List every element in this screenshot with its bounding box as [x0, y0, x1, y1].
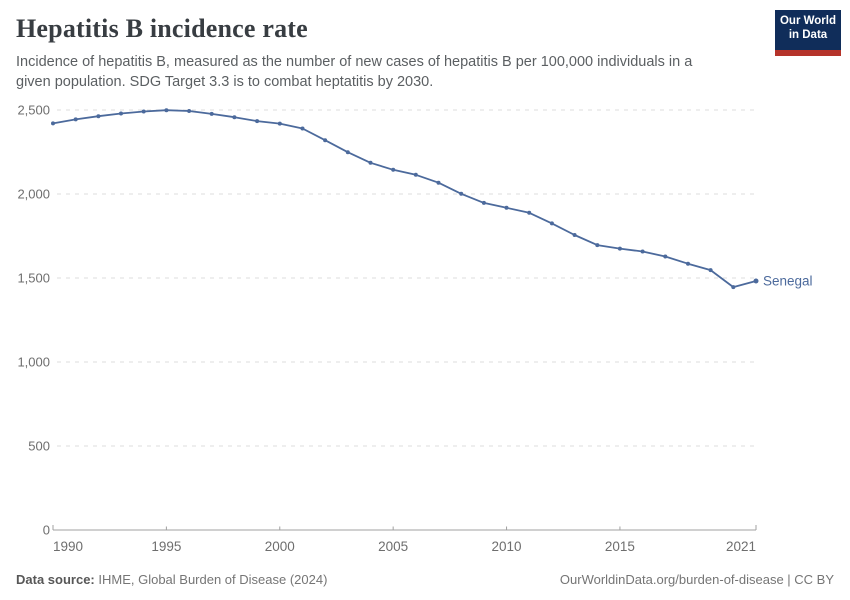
y-tick-label: 2,000 [17, 187, 50, 202]
data-point-marker[interactable] [255, 119, 260, 124]
data-point-marker[interactable] [391, 167, 396, 172]
chart-subtitle: Incidence of hepatitis B, measured as th… [16, 53, 693, 91]
y-tick-label: 500 [28, 439, 50, 454]
data-point-marker[interactable] [232, 115, 237, 120]
data-point-marker[interactable] [504, 205, 509, 210]
page-title: Hepatitis B incidence rate [16, 14, 308, 43]
data-point-marker[interactable] [413, 172, 418, 177]
data-point-marker[interactable] [572, 233, 577, 237]
data-point-marker[interactable] [481, 200, 486, 205]
x-tick-label: 2010 [492, 539, 522, 554]
y-tick-label: 1,500 [17, 271, 50, 286]
data-point-marker[interactable] [731, 285, 736, 290]
chart-header: Hepatitis B incidence rate Incidence of … [16, 14, 761, 92]
y-tick-label: 0 [43, 523, 50, 538]
data-point-marker[interactable] [141, 109, 146, 114]
data-source: Data source: IHME, Global Burden of Dise… [16, 572, 327, 587]
chart-footer: Data source: IHME, Global Burden of Dise… [16, 572, 834, 587]
data-point-marker[interactable] [277, 121, 282, 126]
owid-logo[interactable]: Our World in Data [775, 10, 841, 56]
data-point-marker[interactable] [617, 246, 622, 251]
data-point-marker[interactable] [209, 111, 214, 116]
data-point-marker[interactable] [187, 109, 192, 113]
x-tick-label: 1995 [151, 539, 181, 554]
data-point-marker[interactable] [73, 117, 78, 122]
data-point-marker[interactable] [527, 210, 532, 215]
data-point-marker[interactable] [96, 114, 101, 119]
x-tick-label: 2021 [726, 539, 756, 554]
data-point-marker[interactable] [459, 191, 464, 196]
data-point-marker[interactable] [345, 150, 350, 155]
data-point-marker[interactable] [640, 249, 645, 254]
y-tick-label: 1,000 [17, 355, 50, 370]
data-point-marker[interactable] [368, 160, 373, 165]
series-label-senegal[interactable]: Senegal [763, 274, 813, 289]
data-source-label: Data source: [16, 572, 95, 587]
owid-logo-line1: Our World [779, 15, 836, 27]
data-point-marker[interactable] [753, 278, 759, 284]
data-point-marker[interactable] [164, 108, 169, 113]
data-point-marker[interactable] [686, 261, 690, 266]
data-point-marker[interactable] [323, 138, 328, 143]
y-tick-label: 2,500 [17, 103, 50, 118]
data-point-marker[interactable] [595, 243, 600, 248]
x-tick-label: 2000 [265, 539, 295, 554]
data-point-marker[interactable] [51, 121, 55, 126]
data-point-marker[interactable] [663, 254, 668, 259]
data-point-marker[interactable] [708, 268, 713, 273]
x-tick-label: 1990 [53, 539, 83, 554]
data-point-marker[interactable] [300, 126, 305, 131]
series-line-senegal[interactable] [52, 109, 757, 288]
owid-logo-line2: in Data [788, 29, 828, 41]
data-point-marker[interactable] [549, 221, 554, 226]
attribution-link[interactable]: OurWorldinData.org/burden-of-disease | C… [559, 572, 834, 587]
x-tick-label: 2005 [378, 539, 408, 554]
data-point-marker[interactable] [119, 111, 123, 116]
data-source-text: IHME, Global Burden of Disease (2024) [94, 572, 328, 587]
data-point-marker[interactable] [436, 180, 441, 185]
x-tick-label: 2015 [605, 539, 635, 554]
